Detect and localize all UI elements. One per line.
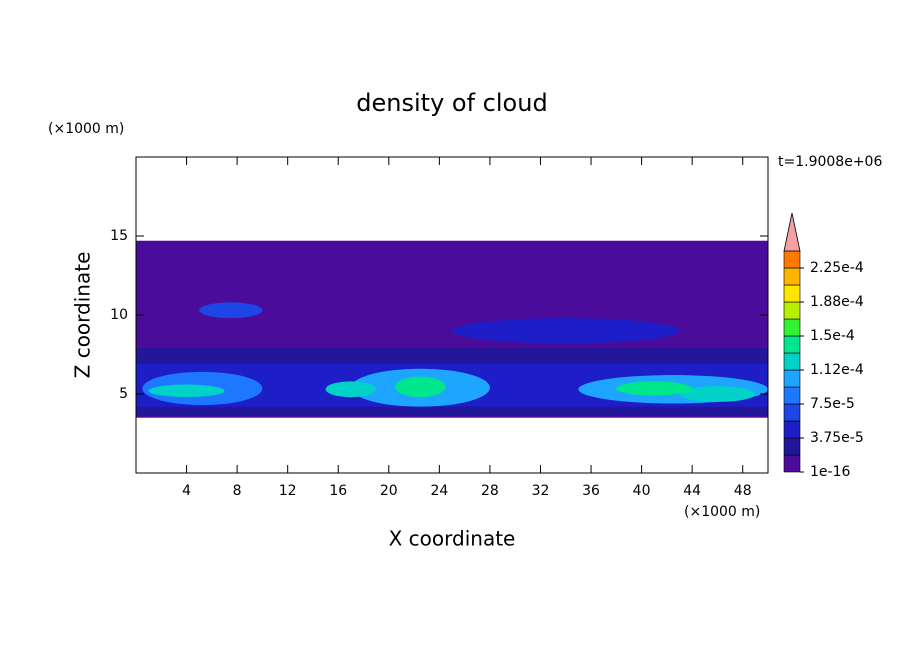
x-tick-label: 20 (380, 483, 398, 499)
colorbar-label: 1e-16 (810, 464, 850, 480)
y-axis-title: Z coordinate (71, 252, 95, 379)
x-tick-label: 12 (279, 483, 297, 499)
colorbar-box (783, 318, 801, 337)
colorbar-label: 1.12e-4 (810, 362, 864, 378)
chart-title: density of cloud (356, 89, 547, 117)
colorbar-box (783, 386, 801, 405)
colorbar-box (783, 454, 801, 473)
contour-region (325, 381, 377, 398)
y-tick-label: 10 (110, 307, 128, 323)
colorbar-box (783, 284, 801, 303)
contour-region (679, 386, 756, 402)
x-tick-label: 40 (633, 483, 651, 499)
x-tick-label: 24 (430, 483, 448, 499)
colorbar-label: 2.25e-4 (810, 260, 864, 276)
field (136, 240, 768, 418)
colorbar-box (783, 267, 801, 286)
y-tick-label: 5 (119, 386, 128, 402)
annotation: t=1.9008e+06 (778, 154, 882, 170)
x-tick-label: 28 (481, 483, 499, 499)
x-tick-label: 16 (329, 483, 347, 499)
colorbar-box (783, 335, 801, 354)
contour-region (199, 302, 263, 319)
x-axis-title: X coordinate (389, 527, 516, 551)
colorbar-box (783, 437, 801, 456)
colorbar-label: 1.88e-4 (810, 294, 864, 310)
colorbar-extend (783, 212, 801, 252)
colorbar-box (783, 301, 801, 320)
colorbar-box (783, 369, 801, 388)
colorbar-box (783, 403, 801, 422)
x-tick-label: 8 (233, 483, 242, 499)
contour-region (452, 318, 680, 344)
colorbar-box (783, 420, 801, 439)
colorbar-box (783, 352, 801, 371)
x-tick-label: 44 (683, 483, 701, 499)
contour-region (395, 376, 446, 398)
x-tick-label: 4 (182, 483, 191, 499)
contour-region (148, 384, 225, 398)
x-unit: (×1000 m) (684, 504, 760, 520)
x-tick-label: 36 (582, 483, 600, 499)
y-unit: (×1000 m) (48, 121, 124, 137)
y-tick-label: 15 (110, 228, 128, 244)
colorbar-box (783, 250, 801, 269)
contour-region (616, 381, 693, 396)
colorbar-label: 1.5e-4 (810, 328, 855, 344)
x-tick-label: 48 (734, 483, 752, 499)
x-tick-label: 32 (532, 483, 550, 499)
colorbar-label: 3.75e-5 (810, 430, 864, 446)
colorbar-label: 7.5e-5 (810, 396, 855, 412)
